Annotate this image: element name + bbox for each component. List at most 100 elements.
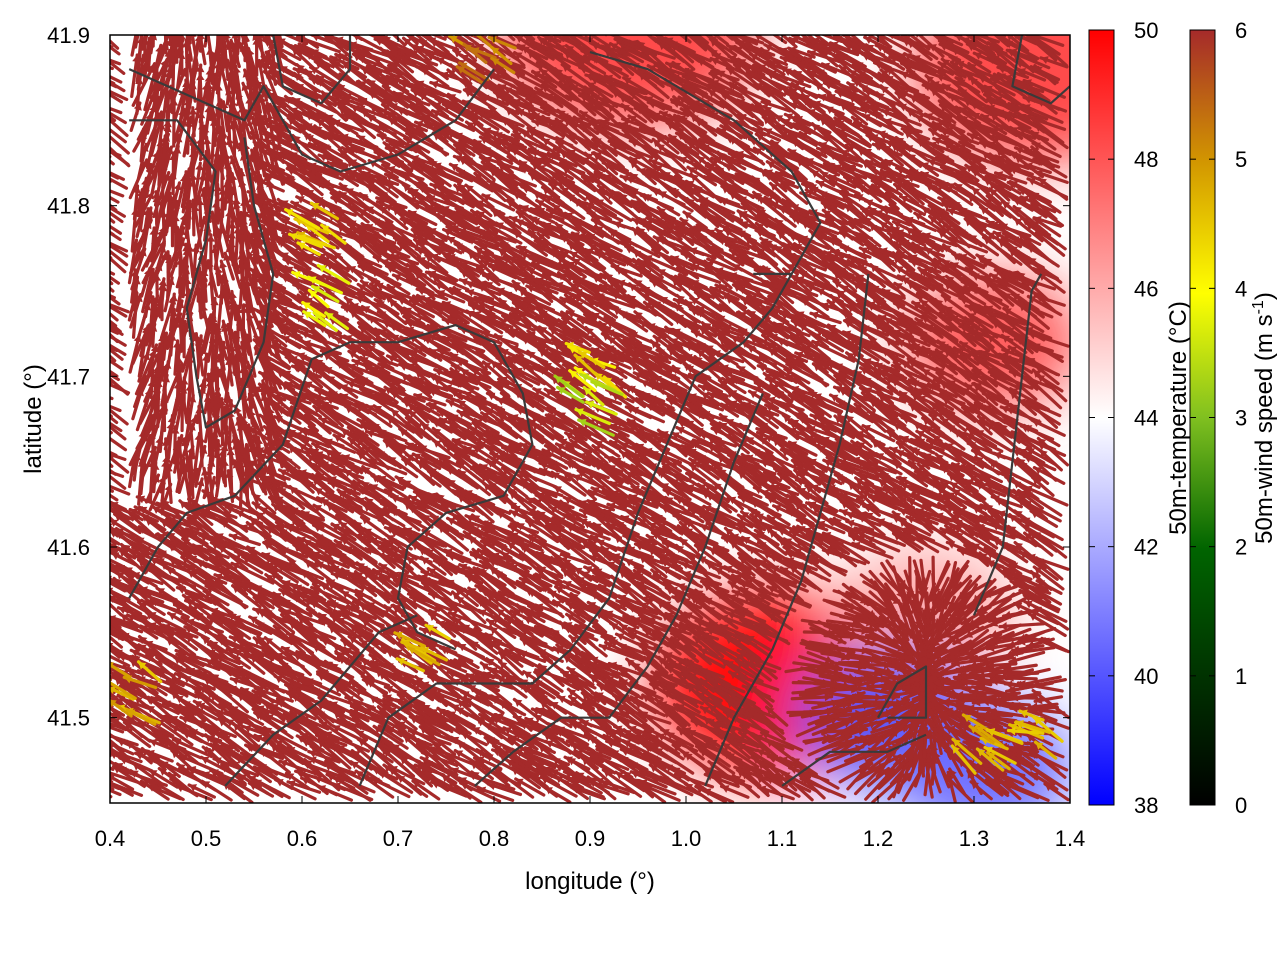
wind-arrowhead bbox=[639, 770, 648, 779]
wind-arrowhead bbox=[338, 717, 346, 726]
wind-arrowhead bbox=[92, 551, 100, 558]
wind-arrowhead bbox=[81, 778, 89, 786]
wind-arrowhead bbox=[301, 777, 310, 785]
wind-arrow bbox=[110, 781, 113, 785]
wind-arrowhead bbox=[492, 748, 501, 757]
wind-arrowhead bbox=[758, 760, 767, 769]
wind-arrow bbox=[407, 729, 452, 746]
wind-arrowhead bbox=[92, 501, 100, 509]
wind-arrowhead bbox=[789, 766, 798, 774]
wind-arrowhead bbox=[90, 691, 98, 698]
wind-arrowhead bbox=[93, 728, 101, 736]
wind-arrowhead bbox=[171, 725, 180, 733]
wind-arrowhead bbox=[87, 621, 95, 628]
wind-arrow bbox=[278, 759, 322, 778]
wind-arrowhead bbox=[88, 674, 96, 682]
wind-arrowhead bbox=[683, 727, 692, 735]
wind-arrowhead bbox=[95, 658, 103, 666]
wind-arrow bbox=[721, 741, 760, 769]
wind-arrowhead bbox=[100, 718, 108, 726]
wind-arrowhead bbox=[96, 649, 104, 656]
wind-arrowhead bbox=[89, 605, 97, 612]
wind-arrowhead bbox=[86, 681, 94, 689]
wind-arrow bbox=[973, 764, 1010, 795]
wind-arrowhead bbox=[94, 567, 102, 574]
wind-arrowhead bbox=[146, 749, 155, 758]
wind-arrowhead bbox=[159, 768, 168, 776]
wind-arrowhead bbox=[1027, 741, 1036, 750]
wind-arrow bbox=[659, 775, 703, 797]
wind-arrowhead bbox=[434, 747, 443, 756]
wind-arrowhead bbox=[189, 784, 198, 792]
wind-arrow bbox=[246, 774, 291, 800]
wind-arrowhead bbox=[89, 567, 97, 574]
wind-arrow bbox=[155, 718, 194, 747]
wind-arrow bbox=[750, 765, 793, 784]
wind-arrowhead bbox=[97, 642, 105, 650]
wind-arrow bbox=[110, 666, 114, 672]
wind-arrowhead bbox=[297, 735, 306, 743]
wind-arrow bbox=[110, 700, 111, 703]
wind-arrowhead bbox=[94, 520, 102, 528]
wind-arrow bbox=[110, 677, 113, 682]
wind-arrow bbox=[924, 729, 962, 763]
wind-arrow bbox=[671, 743, 709, 771]
wind-arrow bbox=[110, 766, 115, 771]
wind-arrowhead bbox=[100, 577, 108, 584]
wind-arrow bbox=[382, 763, 422, 794]
wind-arrowhead bbox=[72, 679, 80, 686]
wind-arrowhead bbox=[288, 780, 296, 788]
wind-arrowhead bbox=[455, 750, 464, 758]
wind-arrowhead bbox=[90, 560, 98, 568]
wind-arrowhead bbox=[87, 630, 95, 638]
wind-arrowhead bbox=[451, 767, 460, 776]
wind-arrowhead bbox=[332, 725, 341, 733]
wind-arrowhead bbox=[308, 749, 317, 758]
wind-arrowhead bbox=[243, 724, 252, 733]
wind-arrow bbox=[110, 725, 125, 734]
wind-arrowhead bbox=[421, 756, 430, 765]
wind-arrowhead bbox=[286, 773, 295, 781]
wind-arrowhead bbox=[101, 715, 109, 722]
wind-arrowhead bbox=[98, 727, 106, 734]
wind-arrowhead bbox=[92, 719, 100, 727]
wind-arrow bbox=[159, 760, 201, 783]
wind-arrowhead bbox=[981, 761, 990, 770]
wind-arrowhead bbox=[94, 526, 102, 534]
wind-arrow bbox=[928, 729, 937, 776]
wind-arrowhead bbox=[1015, 742, 1023, 752]
wind-arrow bbox=[110, 794, 113, 799]
wind-arrow bbox=[490, 748, 535, 766]
wind-arrow bbox=[529, 720, 577, 741]
wind-arrowhead bbox=[739, 732, 748, 740]
wind-arrowhead bbox=[356, 771, 365, 779]
wind-arrowhead bbox=[99, 612, 107, 620]
wind-arrow bbox=[1000, 747, 1042, 775]
wind-arrowhead bbox=[76, 644, 84, 651]
wind-arrowhead bbox=[110, 735, 111, 736]
wind-arrow bbox=[110, 588, 115, 595]
wind-arrowhead bbox=[254, 766, 263, 774]
wind-arrowhead bbox=[279, 759, 288, 768]
wind-arrow bbox=[416, 716, 459, 743]
wind-arrowhead bbox=[327, 773, 335, 782]
wind-arrowhead bbox=[100, 755, 108, 762]
wind-arrowhead bbox=[925, 755, 934, 764]
wind-arrowhead bbox=[97, 730, 105, 738]
wind-arrow bbox=[110, 750, 154, 773]
wind-arrowhead bbox=[374, 726, 383, 734]
wind-arrowhead bbox=[80, 663, 88, 671]
wind-arrowhead bbox=[102, 769, 110, 777]
wind-arrow bbox=[110, 781, 144, 797]
wind-arrowhead bbox=[483, 767, 492, 775]
wind-arrowhead bbox=[92, 588, 100, 596]
wind-arrow bbox=[110, 759, 128, 773]
wind-arrow bbox=[110, 744, 113, 749]
wind-arrowhead bbox=[338, 775, 347, 784]
wind-arrowhead bbox=[756, 748, 765, 757]
wind-arrowhead bbox=[75, 670, 83, 678]
wind-arrowhead bbox=[80, 765, 88, 772]
wind-arrowhead bbox=[82, 752, 90, 760]
wind-arrow bbox=[126, 715, 169, 747]
